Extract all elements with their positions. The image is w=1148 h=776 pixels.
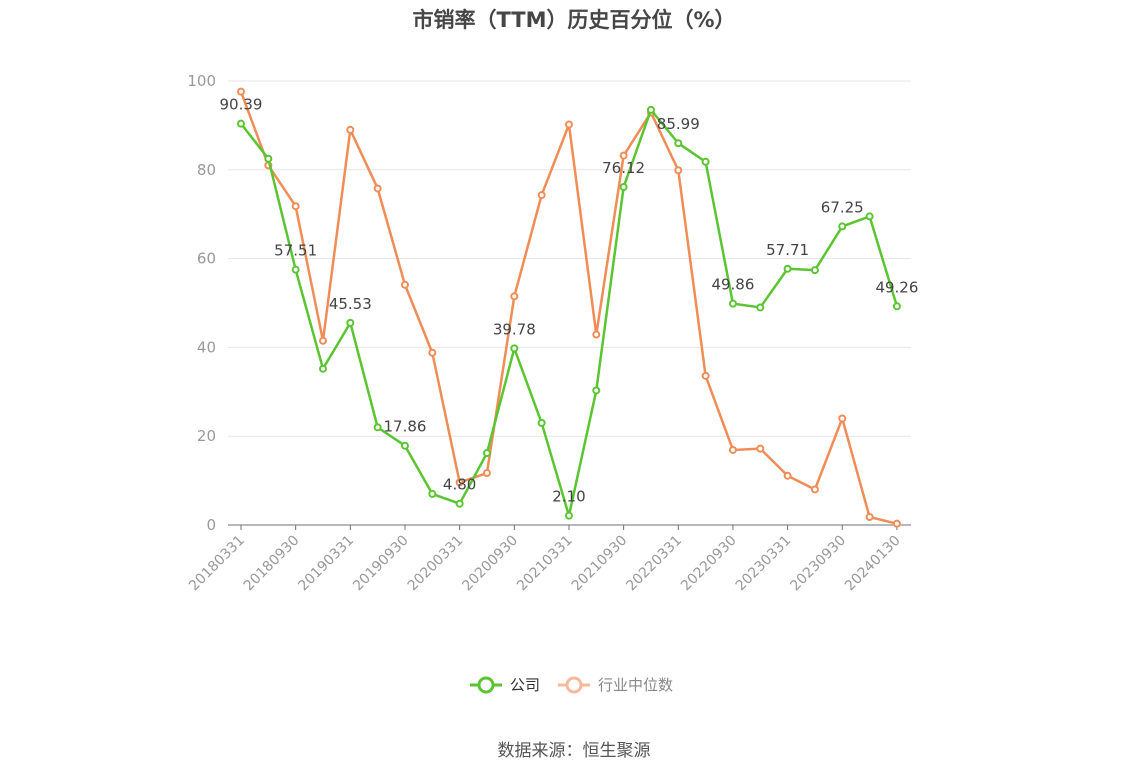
y-tick-label: 60 [197, 250, 216, 268]
x-tick-label: 20230930 [787, 533, 849, 595]
data-point-company [592, 386, 601, 395]
data-label: 57.71 [766, 241, 809, 259]
x-tick-label: 20190930 [350, 533, 412, 595]
legend-company-marker [477, 676, 495, 694]
data-point-industry [756, 444, 765, 453]
data-point-company [674, 139, 683, 148]
data-label: 85.99 [657, 115, 700, 133]
legend-industry-marker [565, 676, 583, 694]
legend[interactable]: 公司 行业中位数 [470, 676, 673, 694]
y-tick-label: 100 [187, 72, 216, 90]
x-tick-label: 20220331 [623, 533, 685, 595]
data-point-industry [674, 166, 683, 175]
data-point-company [756, 303, 765, 312]
x-tick-label: 20180331 [186, 533, 248, 595]
data-point-industry [592, 330, 601, 339]
data-label: 57.51 [274, 242, 317, 260]
data-label-layer: 90.39 57.51 45.53 17.86 4.80 39.78 2.10 76.12 85… [220, 96, 919, 506]
data-label: 17.86 [384, 418, 427, 436]
data-label: 49.86 [711, 276, 754, 294]
data-point-industry [237, 87, 245, 96]
data-point-company [264, 154, 273, 163]
data-point-industry [810, 485, 819, 494]
data-label: 49.26 [875, 278, 918, 296]
y-tick-label: 40 [197, 338, 216, 356]
x-tick-label: 20200331 [405, 533, 467, 595]
data-point-industry [428, 348, 437, 357]
legend-item-company[interactable]: 公司 [470, 676, 540, 694]
data-point-company [346, 318, 355, 327]
data-point-industry [373, 184, 382, 193]
x-tick-label: 20240130 [842, 533, 904, 595]
x-tick-label: 20190331 [295, 533, 357, 595]
data-point-industry [564, 120, 573, 129]
data-label: 4.80 [443, 476, 476, 494]
data-label: 2.10 [552, 488, 585, 506]
data-label: 76.12 [602, 159, 645, 177]
x-tick-label: 20230331 [733, 533, 795, 595]
x-tick-label: 20220930 [678, 533, 740, 595]
data-label: 45.53 [329, 295, 372, 313]
data-point-company [838, 222, 847, 231]
data-point-company [564, 511, 573, 520]
x-tick-label: 20180930 [241, 533, 303, 595]
source-note: 数据来源：恒生聚源 [497, 741, 651, 761]
data-point-company [510, 344, 519, 353]
data-point-company [892, 302, 901, 311]
data-point-industry [510, 292, 519, 301]
data-label: 67.25 [821, 198, 864, 216]
data-point-company [537, 418, 546, 427]
data-point-industry [291, 202, 300, 211]
data-label: 39.78 [493, 320, 536, 338]
data-point-company [646, 105, 655, 114]
data-point-industry [701, 371, 710, 380]
y-tick-label: 80 [197, 161, 216, 179]
legend-item-industry[interactable]: 行业中位数 [558, 676, 673, 694]
data-point-company [291, 265, 300, 274]
data-point-industry [892, 519, 901, 528]
x-tick-label: 20200930 [459, 533, 521, 595]
series-layer [237, 87, 901, 528]
data-point-company [728, 299, 737, 308]
legend-company-label: 公司 [510, 676, 540, 694]
data-point-company [373, 423, 382, 432]
data-point-company [400, 441, 409, 450]
data-point-company [237, 119, 245, 128]
data-point-industry [482, 469, 491, 478]
data-point-industry [783, 471, 792, 480]
data-point-company [810, 266, 819, 275]
data-point-industry [728, 445, 737, 454]
data-point-company [701, 157, 710, 166]
data-point-industry [318, 336, 327, 345]
data-point-company [455, 499, 464, 508]
grid-layer [228, 80, 911, 437]
data-point-industry [537, 191, 546, 200]
data-point-company [482, 449, 491, 458]
chart-title: 市销率（TTM）历史百分位（%） [412, 8, 736, 32]
data-point-industry [838, 414, 847, 423]
data-point-industry [619, 151, 628, 160]
data-label: 90.39 [220, 96, 263, 114]
data-point-industry [455, 478, 464, 487]
data-point-company [783, 264, 792, 273]
y-tick-label: 0 [206, 516, 216, 534]
data-point-industry [346, 125, 355, 134]
data-point-company [619, 183, 628, 192]
data-point-industry [865, 513, 874, 522]
legend-industry-label: 行业中位数 [598, 676, 673, 694]
y-tick-label: 20 [197, 427, 216, 445]
data-point-company [428, 489, 437, 498]
data-point-company [318, 364, 327, 373]
data-point-industry [400, 280, 409, 289]
axis-layer: 0 20 40 60 80 100 2018033120180930201903312019… [186, 72, 911, 594]
x-tick-label: 20210930 [569, 533, 631, 595]
data-point-company [865, 212, 874, 221]
x-tick-label: 20210331 [514, 533, 576, 595]
